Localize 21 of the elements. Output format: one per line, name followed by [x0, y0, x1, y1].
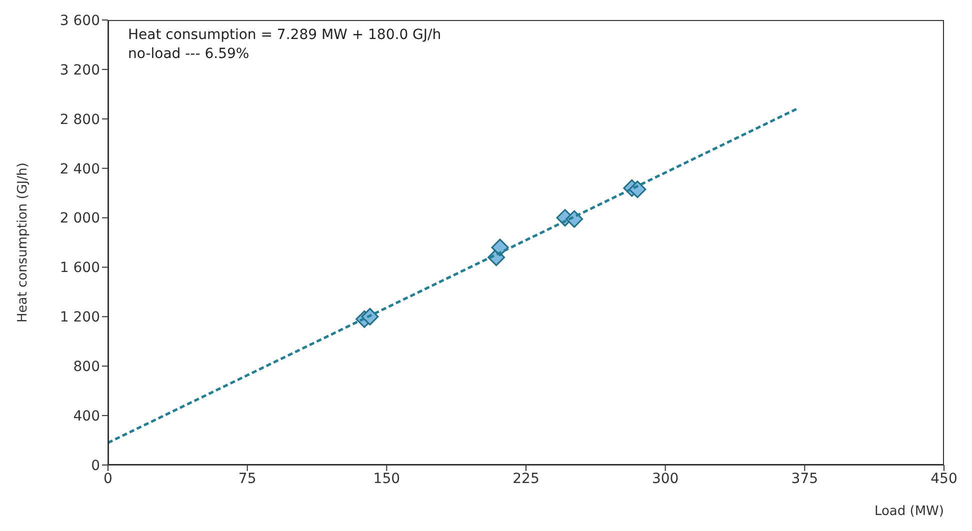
annotation: Heat consumption = 7.289 MW + 180.0 GJ/h: [128, 26, 442, 45]
x-tick-label: 375: [791, 470, 818, 487]
x-axis-title: Load (MW): [874, 504, 944, 519]
y-tick-label: 2 800: [60, 112, 100, 128]
x-tick-label: 75: [238, 470, 256, 487]
y-axis-title: Heat consumption (GJ/h): [16, 162, 31, 322]
x-tick-label: 225: [512, 470, 540, 487]
y-tick-label: 800: [73, 359, 100, 376]
x-tick-label: 450: [930, 470, 958, 487]
y-tick-label: 3 200: [60, 62, 100, 78]
annotation: no-load --- 6.59%: [128, 45, 250, 64]
y-tick-label: 3 600: [60, 12, 100, 29]
y-tick-label: 400: [73, 408, 100, 425]
y-tick-label: 0: [91, 458, 100, 474]
x-tick-label: 300: [652, 470, 679, 487]
x-tick-label: 150: [373, 470, 400, 487]
y-tick-label: 1 200: [60, 310, 100, 326]
y-tick-label: 2 000: [60, 210, 100, 227]
x-tick-label: 0: [104, 470, 112, 487]
y-tick-label: 1 600: [60, 260, 100, 276]
y-tick-label: 2 400: [60, 161, 100, 178]
